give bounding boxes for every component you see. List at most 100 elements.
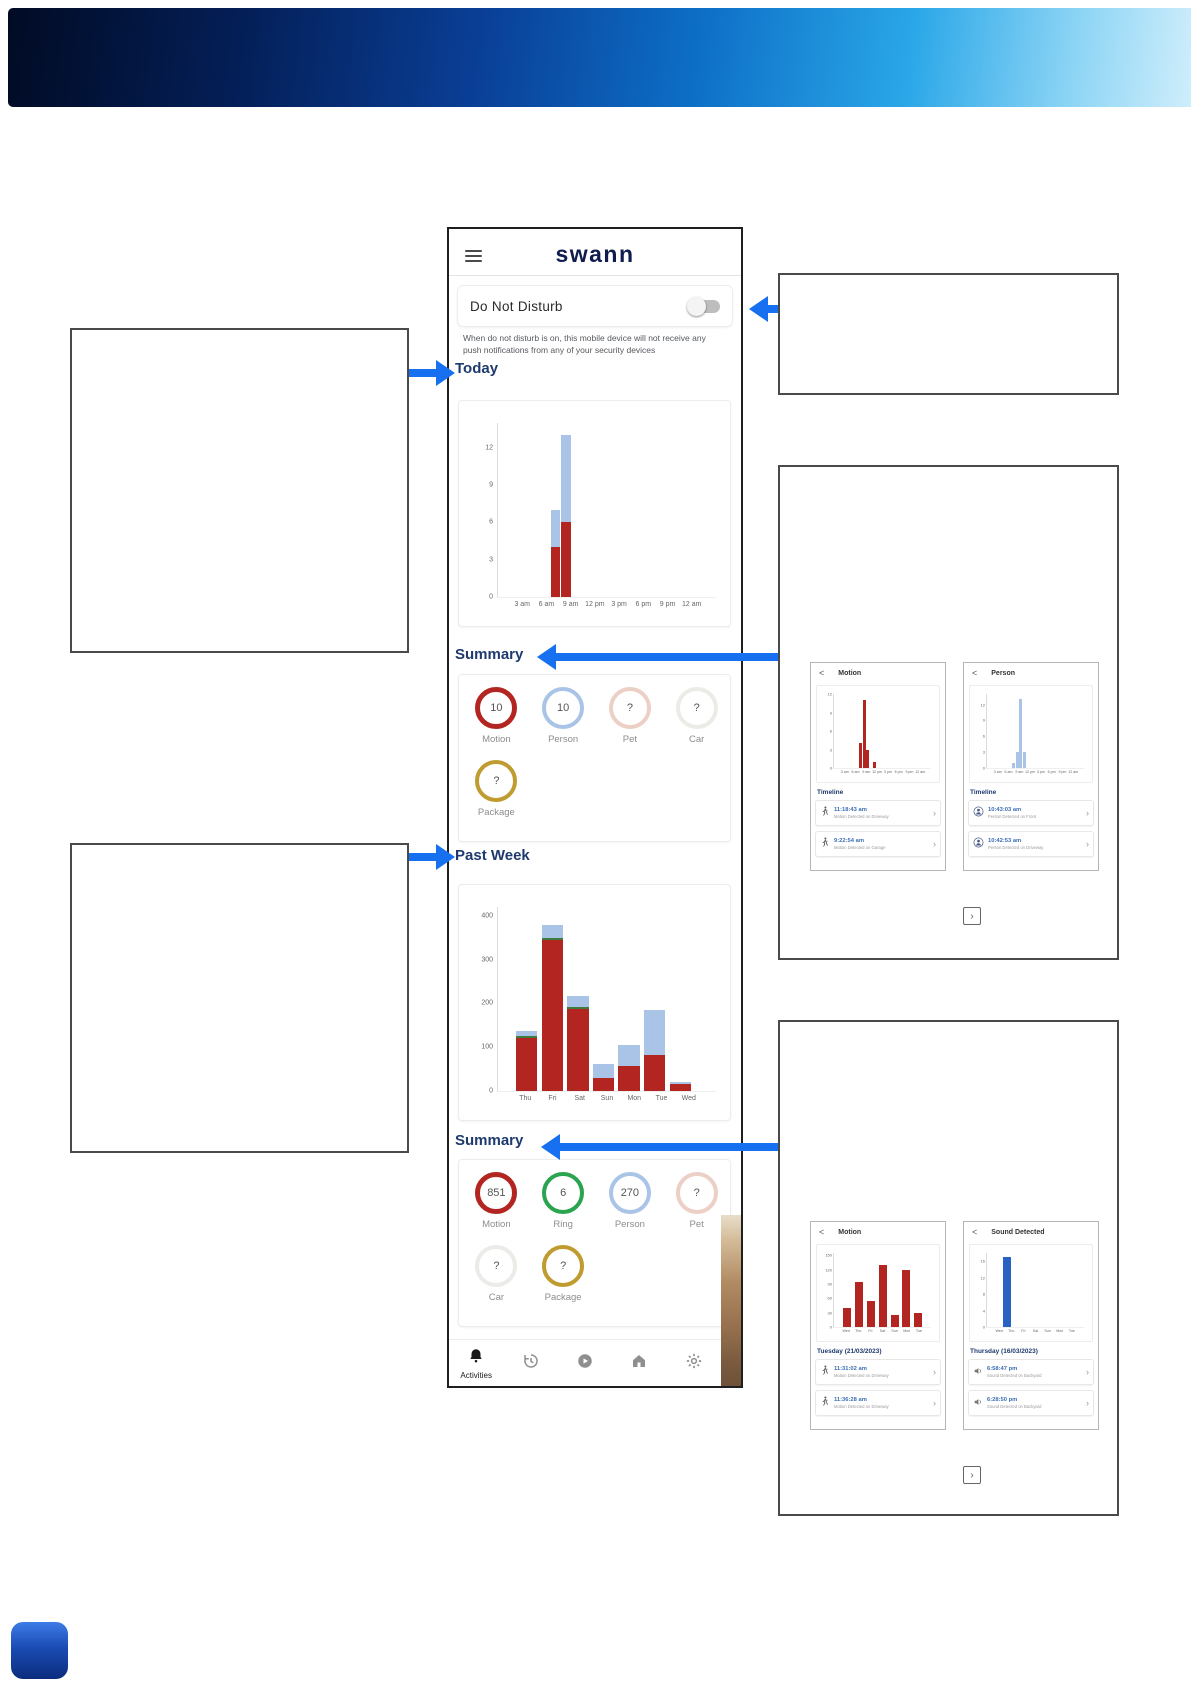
summary-item-ring[interactable]: 6 Ring xyxy=(530,1172,597,1236)
summary-item-pet[interactable]: ? Pet xyxy=(597,687,664,751)
timeline-entry[interactable]: 6:28:50 pm Sound Detected on Backyard › xyxy=(968,1390,1094,1416)
x-axis-label: 12 pm xyxy=(872,770,883,774)
chart-bar xyxy=(890,1253,899,1327)
next-page-button[interactable]: › xyxy=(963,907,981,925)
y-axis-tick: 120 xyxy=(825,1267,832,1273)
timeline-entry[interactable]: 9:22:54 am Motion Detected on Garage › xyxy=(815,831,941,857)
count-ring: 10 xyxy=(475,687,518,729)
x-axis-label: Thu xyxy=(519,1095,532,1102)
x-axis-label: Tue xyxy=(1068,1329,1075,1333)
back-button[interactable]: < xyxy=(972,668,978,678)
mini-header: < Motion xyxy=(811,1222,945,1242)
chevron-right-icon: › xyxy=(933,1366,936,1377)
timeline-entry[interactable]: 11:36:28 am Motion Detected on Driveway › xyxy=(815,1390,941,1416)
app-screenshot-activities: swann Do Not Disturb When do not disturb… xyxy=(447,227,743,1388)
motion-week-detail-chart: 0 30 60 90 120 150 Wed Thu Fri Sat Sun Mon Tue xyxy=(817,1245,939,1341)
x-axis-label: 9 pm xyxy=(905,770,914,774)
walking-person-icon xyxy=(820,1394,830,1412)
callout-box-pastweek xyxy=(70,843,409,1153)
play-icon xyxy=(576,1352,594,1375)
y-axis-tick: 300 xyxy=(481,956,493,964)
chart-bar xyxy=(1015,694,1019,768)
bar-segment xyxy=(550,547,561,597)
summary-item-pet[interactable]: ? Pet xyxy=(663,1172,730,1236)
summary-week-card: 851 Motion 6 Ring 270 Person? Pet ? Car? Package xyxy=(458,1159,731,1327)
chart-bar xyxy=(1019,694,1023,768)
hamburger-menu-icon[interactable] xyxy=(465,250,482,262)
x-axis-label: 12 am xyxy=(682,601,702,608)
summary-item-package[interactable]: ? Package xyxy=(530,1245,597,1309)
back-button[interactable]: < xyxy=(819,668,825,678)
chart-bar xyxy=(866,694,870,768)
camera-photo-fragment xyxy=(721,1215,741,1386)
summary-item-person[interactable]: 270 Person xyxy=(597,1172,664,1236)
chart-bar xyxy=(541,907,563,1091)
bar-segment xyxy=(561,522,571,597)
chart-bar xyxy=(872,694,876,768)
entry-time: 10:43:03 am xyxy=(988,807,1022,813)
chart-bar xyxy=(516,907,538,1091)
back-button[interactable]: < xyxy=(819,1227,825,1237)
bar-segment xyxy=(669,1084,691,1091)
timeline-entry[interactable]: 11:18:43 am Motion Detected on Driveway › xyxy=(815,800,941,826)
summary-item-car[interactable]: ? Car xyxy=(463,1245,530,1309)
x-axis-label: 12 am xyxy=(915,770,926,774)
x-axis-label: Wed xyxy=(842,1329,850,1333)
x-axis-label: Sun xyxy=(891,1329,898,1333)
timeline-entry[interactable]: 11:31:02 am Motion Detected on Driveway › xyxy=(815,1359,941,1385)
arrow-to-dnd-toggle xyxy=(768,305,778,313)
x-axis-label: Thu xyxy=(855,1329,862,1333)
back-button[interactable]: < xyxy=(972,1227,978,1237)
summary-label: Person xyxy=(614,1219,645,1230)
bar-segment xyxy=(516,1038,538,1091)
nav-play-icon[interactable] xyxy=(558,1352,612,1375)
chart-bar xyxy=(1012,694,1016,768)
x-axis-label: Mon xyxy=(1056,1329,1064,1333)
bar-segment xyxy=(541,939,563,1091)
summary-label: Package xyxy=(477,807,515,818)
summary-item-package[interactable]: ? Package xyxy=(463,760,530,824)
summary-item-motion[interactable]: 10 Motion xyxy=(463,687,530,751)
timeline-entry[interactable]: 6:58:47 pm Sound Detected on Backyard › xyxy=(968,1359,1094,1385)
timeline-entry[interactable]: 10:43:03 am Person Detected on Front › xyxy=(968,800,1094,826)
nav-activities[interactable]: Activities xyxy=(449,1347,503,1380)
arrow-to-today-heading xyxy=(409,369,436,377)
person-detail-chart: 0 3 6 9 12 3 am 6 am 9 am 12 pm 3 pm 6 pm 9 pm 12 am xyxy=(970,686,1092,782)
bar-segment xyxy=(592,1077,615,1091)
count-ring: 6 xyxy=(542,1172,585,1214)
header-divider xyxy=(449,275,741,276)
bar-segment xyxy=(878,1264,887,1327)
summary-item-car[interactable]: ? Car xyxy=(663,687,730,751)
summary-item-person[interactable]: 10 Person xyxy=(530,687,597,751)
y-axis-tick: 3 xyxy=(829,747,832,752)
nav-gear-icon[interactable] xyxy=(667,1352,721,1375)
summary-item-motion[interactable]: 851 Motion xyxy=(463,1172,530,1236)
date-heading: Thursday (16/03/2023) xyxy=(970,1348,1038,1355)
chevron-right-icon: › xyxy=(970,1469,974,1481)
count-ring: ? xyxy=(675,687,718,729)
chevron-right-icon: › xyxy=(970,910,974,922)
entry-description: Motion Detected on Driveway xyxy=(834,814,889,819)
mini-chart-card: 0 3 6 9 12 3 am 6 am 9 am 12 pm 3 pm 6 pm 9 pm 12 am xyxy=(816,685,940,783)
y-axis-tick: 0 xyxy=(829,765,832,771)
timeline-entry[interactable]: 10:42:53 am Person Detected on Driveway › xyxy=(968,831,1094,857)
x-axis-label: 3 am xyxy=(514,601,530,608)
nav-home-icon[interactable] xyxy=(612,1352,666,1375)
y-axis-tick: 6 xyxy=(829,728,832,734)
entry-description: Person Detected on Driveway xyxy=(988,845,1044,850)
entry-time: 11:31:02 am xyxy=(834,1366,867,1372)
nav-history-icon[interactable] xyxy=(503,1352,557,1375)
y-axis-tick: 0 xyxy=(489,1087,493,1095)
callout-box-today xyxy=(70,328,409,653)
entry-time: 11:18:43 am xyxy=(834,807,867,813)
bar-segment xyxy=(1015,752,1019,768)
summary-today-heading: Summary xyxy=(455,646,524,663)
bar-segment xyxy=(866,749,870,768)
summary-today-card: 10 Motion 10 Person? Pet? Car? Package xyxy=(458,674,731,842)
summary-label: Person xyxy=(548,734,579,745)
summary-label: Car xyxy=(688,734,705,745)
do-not-disturb-toggle[interactable] xyxy=(687,296,720,316)
bar-segment xyxy=(859,743,863,768)
next-page-button[interactable]: › xyxy=(963,1466,981,1484)
chart-bar xyxy=(561,423,571,597)
